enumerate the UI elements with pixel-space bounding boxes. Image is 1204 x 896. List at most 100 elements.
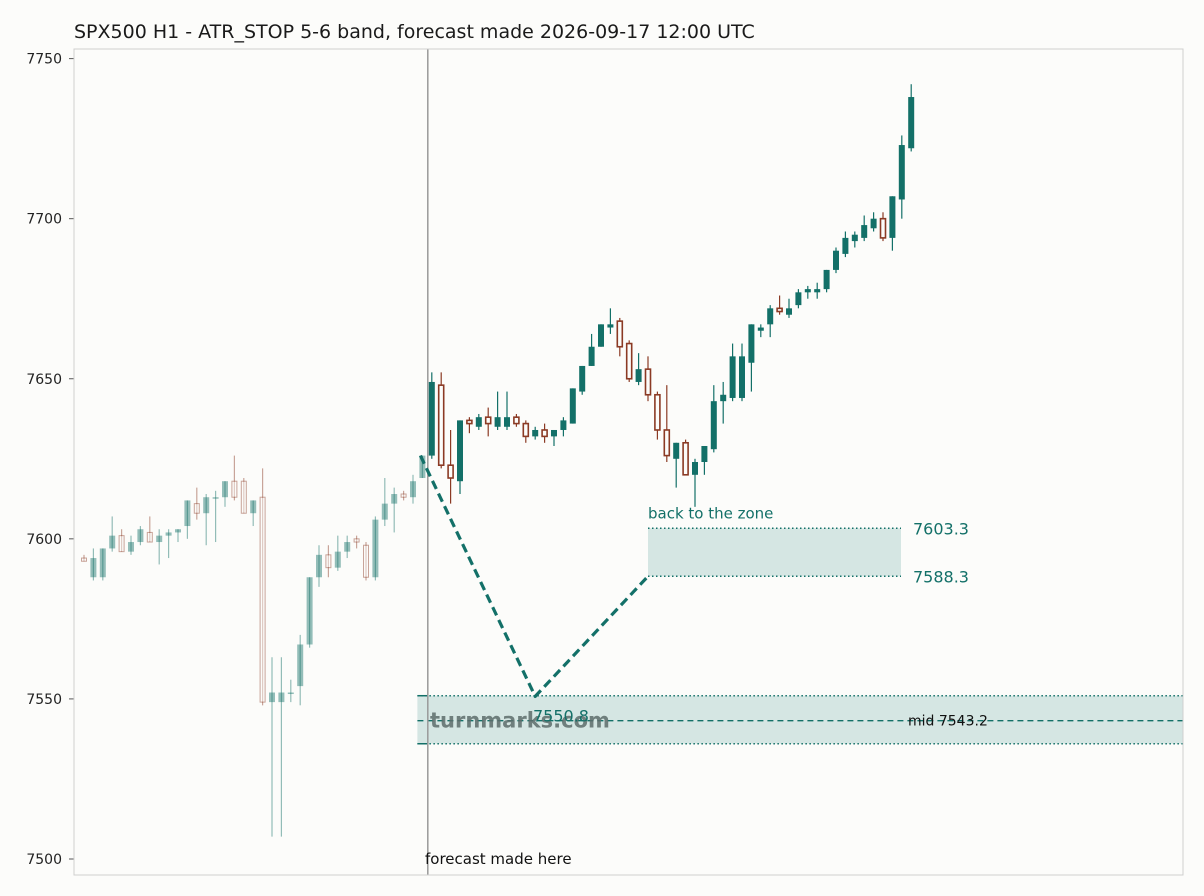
candle-body-1 <box>90 558 97 578</box>
candle-body-46 <box>513 416 520 425</box>
candle-body-41 <box>466 419 473 425</box>
candle-body-50 <box>551 429 557 437</box>
candle-body-38 <box>437 384 445 467</box>
candle-body-56 <box>607 324 614 328</box>
candle-body-26 <box>325 554 332 569</box>
candle-body-23 <box>297 644 304 687</box>
candle-body-32 <box>381 503 388 520</box>
candle-body-84 <box>870 218 877 229</box>
candle-body-80 <box>833 250 839 270</box>
candle-body-6 <box>137 529 144 543</box>
candle-body-33 <box>391 494 398 504</box>
candle-body-64 <box>682 441 689 476</box>
stop-zone <box>417 695 1183 744</box>
candle-body-12 <box>193 503 200 514</box>
candle-body-79 <box>823 269 830 290</box>
candle-body-43 <box>484 416 492 425</box>
forecast-path <box>418 454 650 699</box>
candle-body-36 <box>419 455 426 479</box>
candle-body-75 <box>786 308 792 315</box>
candle-body-82 <box>851 234 858 242</box>
candle-body-71 <box>748 324 755 363</box>
candle-body-11 <box>184 500 191 527</box>
candle-body-76 <box>795 292 802 306</box>
candle-body-47 <box>522 422 530 438</box>
candle-body-18 <box>250 500 257 514</box>
y-tick-label-7750: 7750 <box>26 52 62 68</box>
candle-body-42 <box>475 417 482 427</box>
candle-body-20 <box>269 692 275 703</box>
candle-body-3 <box>109 535 116 549</box>
candle-body-58 <box>625 342 633 380</box>
candle-body-87 <box>898 145 905 200</box>
candle-body-69 <box>729 356 736 398</box>
candle-body-8 <box>156 535 163 543</box>
candle-body-59 <box>635 369 642 382</box>
candle-body-52 <box>569 388 576 424</box>
candle-body-14 <box>212 497 219 499</box>
labels-layer: back to the zone 7603.3 7588.3 mid 7543.2 tu… <box>425 504 988 868</box>
candle-body-60 <box>644 368 652 396</box>
candle-body-0 <box>81 557 87 562</box>
candle-body-22 <box>287 692 294 695</box>
candle-body-21 <box>278 692 285 703</box>
candle-body-70 <box>739 356 745 398</box>
candle-body-86 <box>889 196 896 238</box>
target-low-label: 7588.3 <box>913 567 969 586</box>
watermark: turnmarks.com <box>430 709 610 733</box>
candle-body-55 <box>598 324 604 347</box>
candle-body-29 <box>353 538 360 543</box>
candle-body-49 <box>541 429 548 438</box>
candle-body-73 <box>767 308 774 325</box>
candle-body-85 <box>879 217 887 239</box>
plot-frame <box>73 48 1184 876</box>
candle-body-28 <box>344 542 351 552</box>
candle-body-53 <box>579 365 586 392</box>
candle-body-5 <box>128 542 134 552</box>
candle-body-40 <box>457 420 463 482</box>
candle-body-48 <box>532 429 539 437</box>
forecast-layer <box>418 454 650 699</box>
candle-body-10 <box>175 529 181 533</box>
candle-body-81 <box>842 237 849 254</box>
y-tick-label-7500: 7500 <box>26 852 62 868</box>
candle-body-39 <box>447 464 454 479</box>
candle-body-63 <box>673 442 680 459</box>
y-tick-label-7600: 7600 <box>26 532 62 548</box>
target-zone-label: back to the zone <box>648 504 773 522</box>
candle-body-51 <box>560 420 567 430</box>
candle-body-34 <box>400 493 407 498</box>
candle-body-66 <box>701 445 708 462</box>
y-axis: 7500 7550 7600 7650 7700 7750 <box>26 52 74 868</box>
target-zone <box>648 528 901 577</box>
candle-body-61 <box>654 393 661 431</box>
candle-body-25 <box>316 554 322 578</box>
candles-layer <box>81 84 915 837</box>
candle-body-77 <box>804 289 811 293</box>
candle-body-57 <box>616 320 624 348</box>
candle-body-74 <box>776 307 783 313</box>
candle-body-88 <box>908 97 915 149</box>
candle-body-19 <box>259 496 266 703</box>
candle-body-68 <box>720 394 727 402</box>
y-tick-label-7700: 7700 <box>26 212 62 228</box>
candle-body-62 <box>663 429 671 457</box>
candle-body-7 <box>146 531 153 543</box>
zones-layer <box>417 49 1183 875</box>
candle-body-37 <box>428 381 435 456</box>
candle-body-4 <box>118 535 125 553</box>
extreme-value-label: 7550.8 <box>533 707 589 726</box>
candle-body-27 <box>334 551 341 568</box>
y-tick-label-7550: 7550 <box>26 692 62 708</box>
candle-body-30 <box>363 544 369 578</box>
candle-body-24 <box>306 577 313 645</box>
candle-body-72 <box>757 327 764 331</box>
candle-body-16 <box>231 480 238 498</box>
candle-body-35 <box>410 481 416 498</box>
candle-body-78 <box>814 289 821 293</box>
candle-body-54 <box>588 346 595 366</box>
stop-mid-label: mid 7543.2 <box>908 714 988 730</box>
chart-title: SPX500 H1 - ATR_STOP 5-6 band, forecast … <box>74 21 755 43</box>
candle-body-45 <box>504 417 510 427</box>
y-tick-label-7650: 7650 <box>26 372 62 388</box>
